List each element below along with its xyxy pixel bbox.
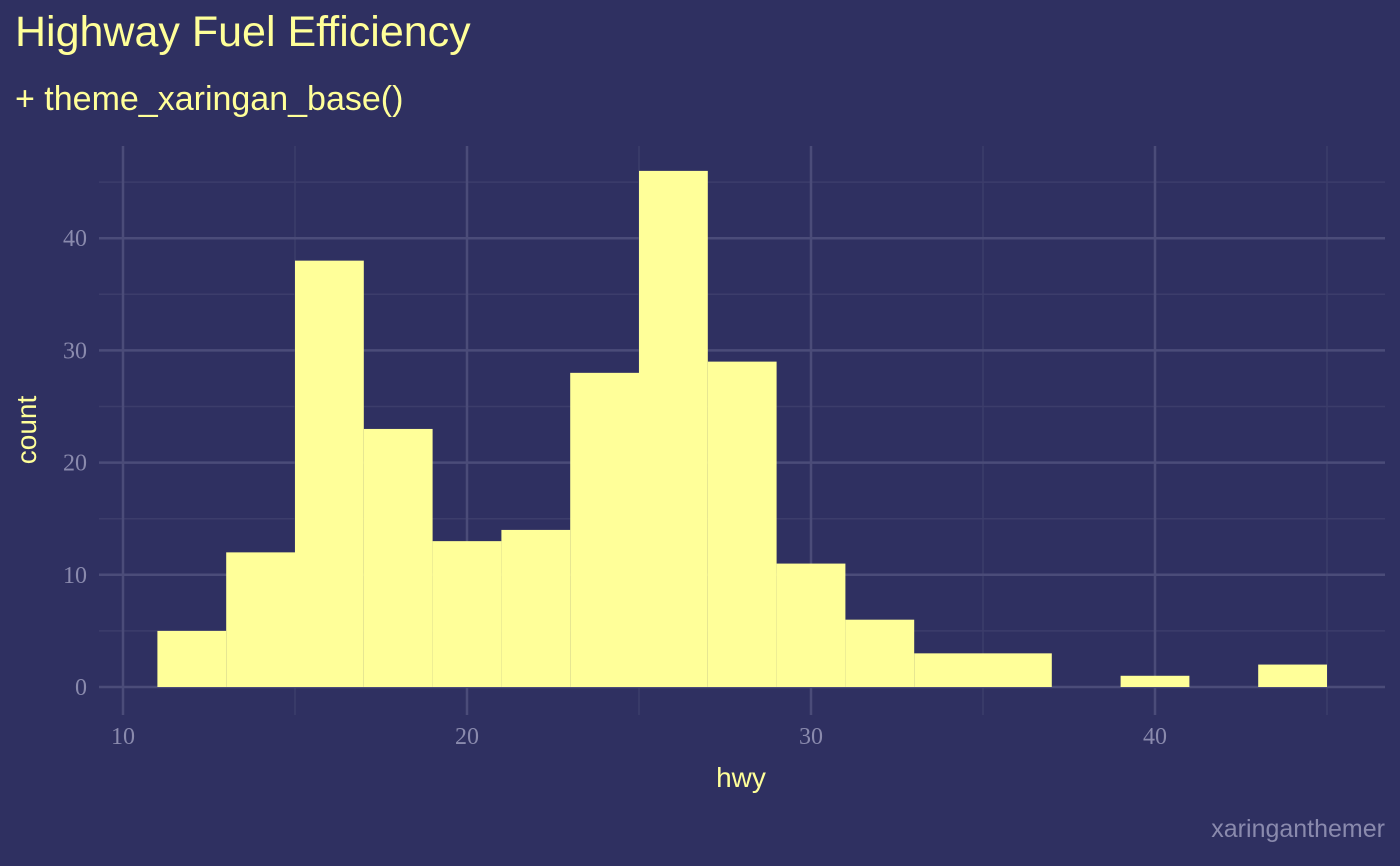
chart-caption: xaringanthemer xyxy=(1211,815,1385,843)
histogram-bar xyxy=(707,361,777,687)
y-axis-ticks: 0 10 20 30 40 xyxy=(63,226,87,701)
histogram-bar xyxy=(983,653,1052,687)
histogram-bar xyxy=(157,630,227,687)
y-tick-label: 10 xyxy=(63,563,87,589)
histogram-bar xyxy=(639,170,708,687)
chart-title: Highway Fuel Efficiency xyxy=(15,8,471,56)
histogram-bars xyxy=(157,170,1327,687)
histogram-bar xyxy=(432,541,502,687)
histogram-bar xyxy=(1258,664,1327,687)
x-tick-label: 30 xyxy=(799,724,823,750)
chart-subtitle: + theme_xaringan_base() xyxy=(15,80,403,118)
histogram-bar xyxy=(776,563,846,687)
x-tick-label: 40 xyxy=(1143,724,1167,750)
x-tick-label: 20 xyxy=(455,724,479,750)
histogram-bar xyxy=(1120,675,1190,687)
x-tick-label: 10 xyxy=(111,724,135,750)
x-axis-ticks: 10 20 30 40 xyxy=(111,724,1167,750)
y-tick-label: 40 xyxy=(63,226,87,252)
histogram-bar xyxy=(295,260,364,687)
histogram-bar xyxy=(914,653,983,687)
histogram-bar xyxy=(570,372,639,687)
y-tick-label: 30 xyxy=(63,338,87,364)
histogram-bar xyxy=(363,428,433,687)
y-axis-title: count xyxy=(11,396,42,465)
x-axis-title: hwy xyxy=(716,762,766,793)
histogram-bar xyxy=(226,552,295,687)
y-tick-label: 20 xyxy=(63,451,87,477)
histogram-bar xyxy=(501,529,571,687)
y-tick-label: 0 xyxy=(75,675,87,701)
histogram-bar xyxy=(845,619,915,687)
